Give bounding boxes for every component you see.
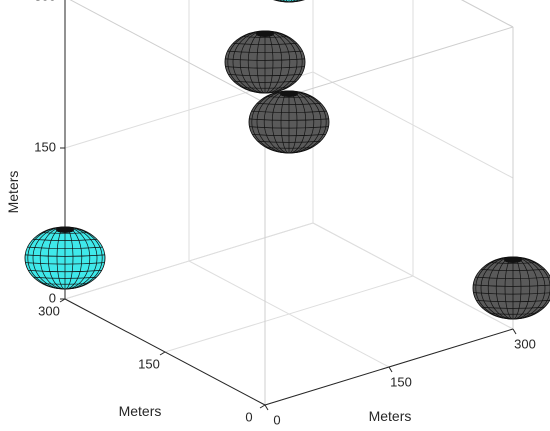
x-tick-mark: [512, 328, 517, 335]
sphere-parallel: [27, 246, 103, 249]
sphere-parallel: [25, 254, 105, 257]
y-tick-label: 150: [138, 356, 160, 371]
sphere-parallel: [476, 300, 550, 303]
sphere-marker-gray: [248, 90, 330, 154]
sphere-parallel: [25, 262, 105, 265]
axis-layer: [59, 0, 517, 411]
sphere-parallel: [249, 126, 329, 129]
sphere-parallel: [473, 284, 550, 287]
sphere-parallel: [256, 103, 322, 105]
marker-layer: [24, 0, 550, 320]
sphere-parallel: [32, 239, 98, 241]
sphere-marker-cyan: [24, 226, 106, 290]
side-grid-z: [312, 222, 514, 330]
sphere-parallel: [257, 140, 321, 143]
floor-grid-y: [164, 275, 414, 353]
z-tick-label: 300: [34, 0, 56, 3]
sphere-parallel: [490, 262, 536, 264]
sphere-parallel: [490, 313, 536, 315]
sphere-parallel: [475, 276, 550, 279]
y-axis-label: Meters: [119, 403, 162, 419]
sphere-parallel: [28, 270, 102, 273]
y-tick-mark: [159, 351, 166, 356]
x-tick-label: 0: [273, 412, 280, 427]
sphere-parallel: [227, 50, 303, 53]
z-tick-label: 150: [34, 139, 56, 154]
sphere-parallel: [242, 36, 288, 38]
sphere-parallel: [473, 292, 550, 295]
x-axis-label: Meters: [369, 408, 412, 424]
z-axis-label: Meters: [5, 171, 21, 214]
sphere-parallel: [33, 276, 97, 279]
sphere-pole: [56, 227, 74, 233]
sphere-parallel: [249, 118, 329, 121]
sphere-parallel: [481, 306, 545, 309]
y-tick-label: 0: [245, 409, 252, 424]
x-tick-label: 150: [390, 374, 412, 389]
sphere-marker-cyan: [273, 0, 305, 3]
sphere-parallel: [266, 96, 312, 98]
side-grid-z: [312, 71, 514, 179]
sphere-marker-gray: [224, 30, 306, 94]
back-grid-z: [64, 222, 314, 300]
sphere-parallel: [42, 232, 88, 234]
sphere-parallel: [242, 87, 288, 89]
sphere-parallel: [228, 74, 302, 77]
box-edge: [69, 0, 266, 104]
grid-layer: [64, 0, 514, 406]
sphere-parallel: [225, 58, 305, 61]
sphere-parallel: [233, 80, 297, 83]
sphere-body: [472, 256, 550, 320]
sphere-pole: [280, 91, 298, 97]
sphere-marker-gray: [472, 256, 550, 320]
sphere-parallel: [42, 283, 88, 285]
tick-label-layer: 015030001503000150300: [34, 0, 536, 427]
sphere-pole: [504, 257, 522, 263]
z-tick-label: 0: [49, 290, 56, 305]
box-edge: [264, 26, 514, 104]
x-tick-mark: [388, 366, 393, 373]
box-edge: [460, 0, 514, 28]
x-tick-mark: [264, 404, 269, 411]
x-tick-label: 300: [514, 336, 536, 351]
sphere-parallel: [251, 110, 327, 113]
sphere-pole: [256, 31, 274, 37]
sphere-parallel: [232, 43, 298, 45]
sphere-parallel: [252, 134, 326, 137]
sphere-parallel: [225, 66, 305, 69]
sphere-parallel: [480, 269, 546, 271]
y-tick-label: 300: [38, 303, 60, 318]
y-tick-mark: [259, 404, 266, 409]
sphere-parallel: [266, 147, 312, 149]
